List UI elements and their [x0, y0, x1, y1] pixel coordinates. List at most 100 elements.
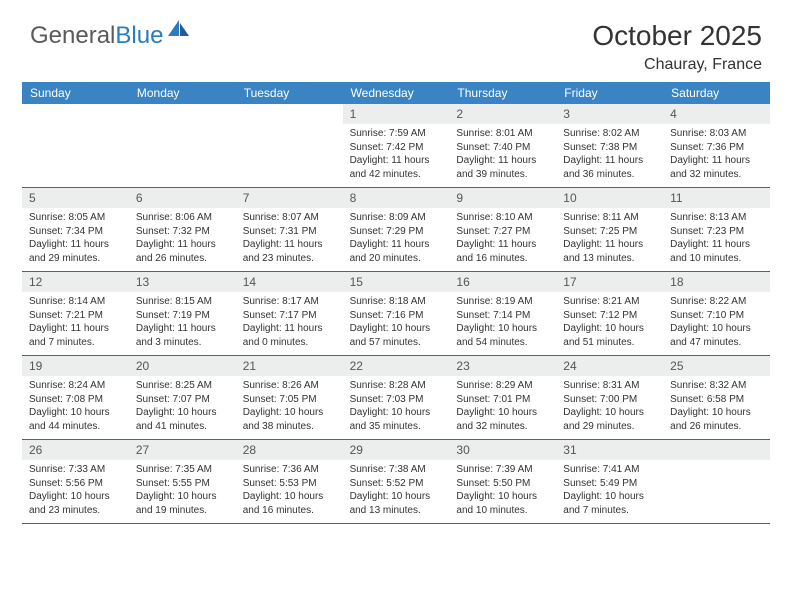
- calendar-cell: 19Sunrise: 8:24 AMSunset: 7:08 PMDayligh…: [22, 356, 129, 439]
- daylight-line: Daylight: 11 hours and 10 minutes.: [670, 238, 763, 265]
- day-header: Friday: [556, 82, 663, 104]
- calendar-cell: 22Sunrise: 8:28 AMSunset: 7:03 PMDayligh…: [343, 356, 450, 439]
- daylight-line: Daylight: 11 hours and 29 minutes.: [29, 238, 122, 265]
- sunrise-line: Sunrise: 8:10 AM: [456, 211, 549, 225]
- sunset-line: Sunset: 7:08 PM: [29, 393, 122, 407]
- calendar: SundayMondayTuesdayWednesdayThursdayFrid…: [0, 82, 792, 524]
- sunset-line: Sunset: 7:36 PM: [670, 141, 763, 155]
- cell-body: Sunrise: 8:06 AMSunset: 7:32 PMDaylight:…: [129, 208, 236, 271]
- daylight-line: Daylight: 11 hours and 16 minutes.: [456, 238, 549, 265]
- calendar-cell: 20Sunrise: 8:25 AMSunset: 7:07 PMDayligh…: [129, 356, 236, 439]
- calendar-cell: 13Sunrise: 8:15 AMSunset: 7:19 PMDayligh…: [129, 272, 236, 355]
- day-number: 14: [236, 272, 343, 292]
- sunrise-line: Sunrise: 8:15 AM: [136, 295, 229, 309]
- sunset-line: Sunset: 7:32 PM: [136, 225, 229, 239]
- title-block: October 2025 Chauray, France: [592, 20, 762, 74]
- sunset-line: Sunset: 7:17 PM: [243, 309, 336, 323]
- logo-part2: Blue: [115, 22, 163, 49]
- day-header: Tuesday: [236, 82, 343, 104]
- day-header: Wednesday: [343, 82, 450, 104]
- sunset-line: Sunset: 7:23 PM: [670, 225, 763, 239]
- sunset-line: Sunset: 7:38 PM: [563, 141, 656, 155]
- sunrise-line: Sunrise: 8:14 AM: [29, 295, 122, 309]
- daylight-line: Daylight: 10 hours and 38 minutes.: [243, 406, 336, 433]
- daylight-line: Daylight: 10 hours and 32 minutes.: [456, 406, 549, 433]
- week-row: 19Sunrise: 8:24 AMSunset: 7:08 PMDayligh…: [22, 356, 770, 440]
- daylight-line: Daylight: 10 hours and 19 minutes.: [136, 490, 229, 517]
- calendar-cell: 10Sunrise: 8:11 AMSunset: 7:25 PMDayligh…: [556, 188, 663, 271]
- day-number: 27: [129, 440, 236, 460]
- header: GeneralBlue October 2025 Chauray, France: [0, 0, 792, 82]
- daylight-line: Daylight: 10 hours and 23 minutes.: [29, 490, 122, 517]
- daylight-line: Daylight: 11 hours and 23 minutes.: [243, 238, 336, 265]
- day-number: 8: [343, 188, 450, 208]
- sunrise-line: Sunrise: 7:35 AM: [136, 463, 229, 477]
- day-number: [663, 440, 770, 460]
- day-number: 16: [449, 272, 556, 292]
- day-number: 3: [556, 104, 663, 124]
- sunset-line: Sunset: 7:07 PM: [136, 393, 229, 407]
- sunset-line: Sunset: 5:56 PM: [29, 477, 122, 491]
- sunrise-line: Sunrise: 8:02 AM: [563, 127, 656, 141]
- daylight-line: Daylight: 10 hours and 10 minutes.: [456, 490, 549, 517]
- calendar-cell: 9Sunrise: 8:10 AMSunset: 7:27 PMDaylight…: [449, 188, 556, 271]
- daylight-line: Daylight: 10 hours and 54 minutes.: [456, 322, 549, 349]
- cell-body: Sunrise: 8:26 AMSunset: 7:05 PMDaylight:…: [236, 376, 343, 439]
- sunrise-line: Sunrise: 8:28 AM: [350, 379, 443, 393]
- week-row: 26Sunrise: 7:33 AMSunset: 5:56 PMDayligh…: [22, 440, 770, 524]
- month-title: October 2025: [592, 20, 762, 52]
- cell-body: Sunrise: 8:22 AMSunset: 7:10 PMDaylight:…: [663, 292, 770, 355]
- calendar-cell: 25Sunrise: 8:32 AMSunset: 6:58 PMDayligh…: [663, 356, 770, 439]
- sunrise-line: Sunrise: 8:22 AM: [670, 295, 763, 309]
- calendar-cell: 16Sunrise: 8:19 AMSunset: 7:14 PMDayligh…: [449, 272, 556, 355]
- sunrise-line: Sunrise: 8:18 AM: [350, 295, 443, 309]
- week-row: 12Sunrise: 8:14 AMSunset: 7:21 PMDayligh…: [22, 272, 770, 356]
- calendar-cell: 1Sunrise: 7:59 AMSunset: 7:42 PMDaylight…: [343, 104, 450, 187]
- cell-body: Sunrise: 8:18 AMSunset: 7:16 PMDaylight:…: [343, 292, 450, 355]
- sunset-line: Sunset: 7:05 PM: [243, 393, 336, 407]
- sunset-line: Sunset: 5:53 PM: [243, 477, 336, 491]
- sunrise-line: Sunrise: 8:06 AM: [136, 211, 229, 225]
- daylight-line: Daylight: 11 hours and 13 minutes.: [563, 238, 656, 265]
- sunset-line: Sunset: 7:19 PM: [136, 309, 229, 323]
- calendar-cell: 4Sunrise: 8:03 AMSunset: 7:36 PMDaylight…: [663, 104, 770, 187]
- daylight-line: Daylight: 10 hours and 51 minutes.: [563, 322, 656, 349]
- daylight-line: Daylight: 10 hours and 44 minutes.: [29, 406, 122, 433]
- day-header: Thursday: [449, 82, 556, 104]
- sunrise-line: Sunrise: 8:03 AM: [670, 127, 763, 141]
- daylight-line: Daylight: 11 hours and 26 minutes.: [136, 238, 229, 265]
- daylight-line: Daylight: 10 hours and 57 minutes.: [350, 322, 443, 349]
- sunset-line: Sunset: 5:55 PM: [136, 477, 229, 491]
- calendar-cell: 14Sunrise: 8:17 AMSunset: 7:17 PMDayligh…: [236, 272, 343, 355]
- daylight-line: Daylight: 10 hours and 13 minutes.: [350, 490, 443, 517]
- cell-body: Sunrise: 7:38 AMSunset: 5:52 PMDaylight:…: [343, 460, 450, 523]
- day-number: 13: [129, 272, 236, 292]
- sunrise-line: Sunrise: 7:36 AM: [243, 463, 336, 477]
- day-number: 6: [129, 188, 236, 208]
- calendar-cell: 27 Sunrise: 7:35 AMSunset: 5:55 PMDayligh…: [129, 440, 236, 523]
- day-number: 4: [663, 104, 770, 124]
- daylight-line: Daylight: 10 hours and 7 minutes.: [563, 490, 656, 517]
- daylight-line: Daylight: 10 hours and 16 minutes.: [243, 490, 336, 517]
- logo: GeneralBlue: [30, 20, 190, 51]
- sunset-line: Sunset: 7:34 PM: [29, 225, 122, 239]
- calendar-cell: 24Sunrise: 8:31 AMSunset: 7:00 PMDayligh…: [556, 356, 663, 439]
- sunset-line: Sunset: 5:50 PM: [456, 477, 549, 491]
- sunrise-line: Sunrise: 8:24 AM: [29, 379, 122, 393]
- day-number: 9: [449, 188, 556, 208]
- sunrise-line: Sunrise: 7:38 AM: [350, 463, 443, 477]
- sunrise-line: Sunrise: 8:01 AM: [456, 127, 549, 141]
- daylight-line: Daylight: 10 hours and 47 minutes.: [670, 322, 763, 349]
- sunrise-line: Sunrise: 8:11 AM: [563, 211, 656, 225]
- calendar-cell: 31Sunrise: 7:41 AMSunset: 5:49 PMDayligh…: [556, 440, 663, 523]
- cell-body: Sunrise: 8:21 AMSunset: 7:12 PMDaylight:…: [556, 292, 663, 355]
- sunset-line: Sunset: 7:21 PM: [29, 309, 122, 323]
- day-number: 18: [663, 272, 770, 292]
- day-number: 22: [343, 356, 450, 376]
- day-headers-row: SundayMondayTuesdayWednesdayThursdayFrid…: [22, 82, 770, 104]
- sunrise-line: Sunrise: 8:29 AM: [456, 379, 549, 393]
- day-number: [129, 104, 236, 124]
- calendar-cell: 6Sunrise: 8:06 AMSunset: 7:32 PMDaylight…: [129, 188, 236, 271]
- calendar-cell: [236, 104, 343, 187]
- day-number: 21: [236, 356, 343, 376]
